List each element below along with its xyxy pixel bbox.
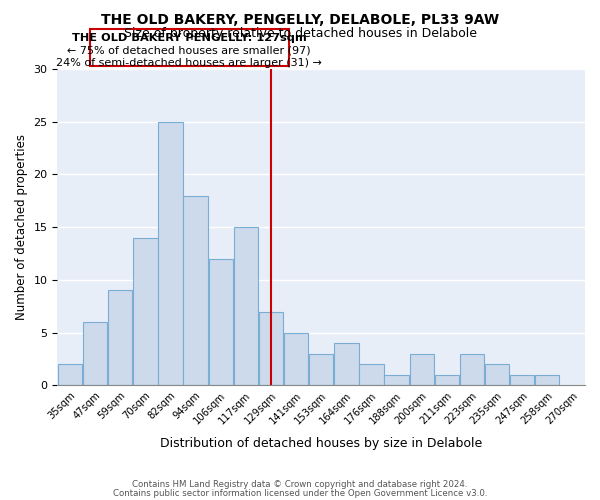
Text: THE OLD BAKERY PENGELLY: 127sqm: THE OLD BAKERY PENGELLY: 127sqm <box>72 32 307 42</box>
Bar <box>158 122 182 386</box>
X-axis label: Distribution of detached houses by size in Delabole: Distribution of detached houses by size … <box>160 437 482 450</box>
Bar <box>410 354 434 386</box>
Bar <box>535 375 559 386</box>
Text: THE OLD BAKERY, PENGELLY, DELABOLE, PL33 9AW: THE OLD BAKERY, PENGELLY, DELABOLE, PL33… <box>101 12 499 26</box>
Bar <box>233 227 258 386</box>
Bar <box>209 259 233 386</box>
Text: Contains HM Land Registry data © Crown copyright and database right 2024.: Contains HM Land Registry data © Crown c… <box>132 480 468 489</box>
FancyBboxPatch shape <box>90 29 289 66</box>
Bar <box>460 354 484 386</box>
Bar <box>58 364 82 386</box>
Bar <box>434 375 459 386</box>
Bar <box>83 322 107 386</box>
Bar <box>359 364 383 386</box>
Text: Contains public sector information licensed under the Open Government Licence v3: Contains public sector information licen… <box>113 488 487 498</box>
Bar <box>259 312 283 386</box>
Bar <box>485 364 509 386</box>
Y-axis label: Number of detached properties: Number of detached properties <box>15 134 28 320</box>
Bar <box>385 375 409 386</box>
Text: ← 75% of detached houses are smaller (97): ← 75% of detached houses are smaller (97… <box>67 46 311 56</box>
Bar <box>334 343 359 386</box>
Bar <box>133 238 158 386</box>
Bar <box>284 332 308 386</box>
Bar <box>510 375 535 386</box>
Bar <box>108 290 133 386</box>
Text: 24% of semi-detached houses are larger (31) →: 24% of semi-detached houses are larger (… <box>56 58 322 68</box>
Bar <box>309 354 334 386</box>
Text: Size of property relative to detached houses in Delabole: Size of property relative to detached ho… <box>124 28 476 40</box>
Bar <box>184 196 208 386</box>
